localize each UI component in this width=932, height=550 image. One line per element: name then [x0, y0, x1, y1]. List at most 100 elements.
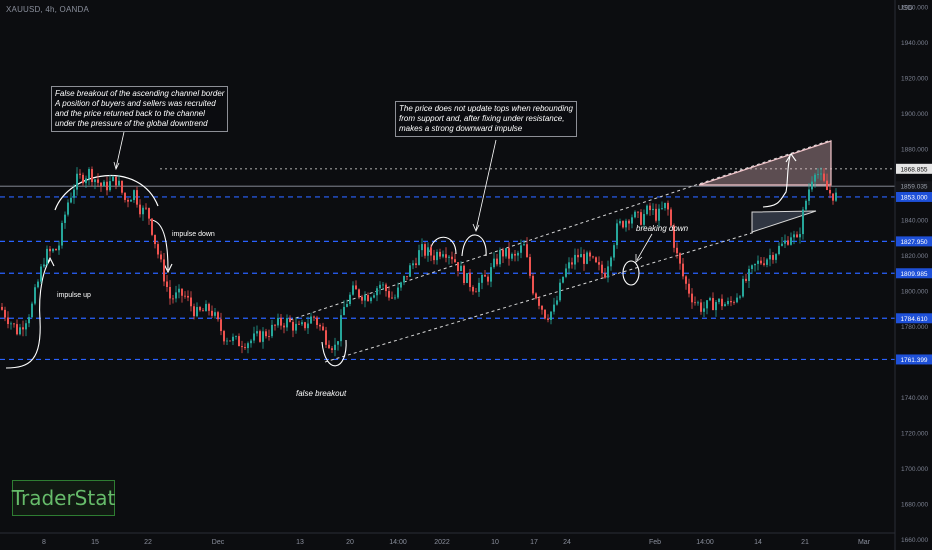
candle-body — [502, 249, 504, 257]
candle-body — [565, 268, 567, 277]
candle-body — [697, 302, 699, 304]
candle-body — [463, 265, 465, 283]
candle-body — [391, 297, 393, 299]
candle-body — [4, 309, 6, 318]
candle-body — [343, 306, 345, 316]
candle-body — [439, 251, 441, 257]
candle-body — [742, 278, 744, 297]
candle-body — [412, 263, 414, 266]
candle-body — [667, 202, 669, 210]
candle-body — [313, 316, 315, 318]
candle-body — [34, 287, 36, 304]
candle-body — [211, 310, 213, 316]
candle-body — [763, 263, 765, 265]
candle-body — [433, 255, 435, 261]
candle-body — [163, 259, 165, 282]
candle-body — [604, 273, 606, 278]
pointer-arrow-channel — [113, 161, 120, 171]
candle-body — [64, 214, 66, 223]
annotation-impulse-up: impulse up — [57, 292, 91, 299]
candle-body — [454, 259, 456, 263]
candle-body — [205, 303, 207, 312]
candle-body — [175, 292, 177, 299]
candle-body — [28, 317, 30, 324]
x-axis: 8 15 22 Dec 13 20 14:00 2022 10 17 24 Feb 14:00 14 21 M… — [0, 532, 895, 546]
y-tick-label: 1840.000 — [901, 218, 928, 225]
x-tick-label: Dec — [212, 539, 225, 546]
candle-body — [55, 248, 57, 251]
candle-body — [226, 340, 228, 342]
candle-body — [19, 327, 21, 335]
candle-body — [475, 291, 477, 293]
candle-body — [730, 300, 732, 303]
candle-body — [67, 202, 69, 215]
candle-body — [220, 319, 222, 332]
candle-body — [52, 248, 54, 252]
candle-body — [40, 266, 42, 282]
candle-body — [73, 189, 75, 198]
candle-body — [457, 262, 459, 272]
candle-body — [307, 323, 309, 329]
candle-body — [781, 243, 783, 246]
impulse-up-curve — [5, 259, 51, 369]
y-tick-label: 1960.000 — [901, 5, 928, 12]
candle-body — [544, 309, 546, 319]
price-tag-bg — [896, 268, 932, 279]
candle-body — [157, 244, 159, 255]
candle-body — [529, 257, 531, 276]
candle-body — [172, 298, 174, 300]
y-tick-label: 1700.000 — [901, 466, 928, 473]
candle-body — [637, 211, 639, 213]
breakdown-ellipse — [622, 260, 640, 286]
candle-body — [70, 197, 72, 203]
candle-body — [286, 318, 288, 328]
x-tick-label: 13 — [296, 539, 304, 546]
candle-body — [388, 291, 390, 298]
candle-body — [115, 176, 117, 186]
candle-body — [733, 302, 735, 304]
candle-body — [445, 254, 447, 258]
candle-body — [43, 264, 45, 267]
x-tick-label: 22 — [144, 539, 152, 546]
x-tick-label: 2022 — [434, 539, 450, 546]
candle-body — [616, 223, 618, 246]
x-tick-label: 10 — [491, 539, 499, 546]
currency-label: USD — [898, 5, 913, 12]
candle-body — [403, 275, 405, 283]
candle-body — [280, 317, 282, 326]
candle-body — [193, 306, 195, 317]
candle-body — [256, 331, 258, 334]
y-tick-label: 1680.000 — [901, 501, 928, 508]
candle-body — [649, 205, 651, 211]
y-tick-label: 1940.000 — [901, 40, 928, 47]
candle-body — [214, 312, 216, 316]
candle-body — [682, 263, 684, 277]
horizontal-levels — [0, 168, 895, 361]
candle-body — [451, 256, 453, 260]
candle-body — [748, 268, 750, 281]
candle-body — [586, 252, 588, 264]
candle-body — [298, 323, 300, 325]
candle-body — [595, 257, 597, 263]
candle-body — [718, 298, 720, 303]
candle-body — [607, 266, 609, 278]
candle-body — [424, 244, 426, 256]
candle-body — [484, 274, 486, 277]
candle-body — [331, 348, 333, 350]
candle-body — [787, 240, 789, 245]
candle-body — [58, 245, 60, 251]
candle-body — [187, 295, 189, 298]
x-tick-label: 17 — [530, 539, 538, 546]
candle-body — [628, 220, 630, 224]
candle-body — [751, 265, 753, 269]
candle-body — [832, 193, 834, 201]
candle-body — [37, 281, 39, 288]
candle-body — [418, 250, 420, 266]
candle-body — [577, 254, 579, 258]
target-triangle — [698, 140, 832, 186]
price-tags: 1868.855 1859.035 1853.000 1827.950 1809.985… — [896, 163, 932, 365]
candle-body — [109, 181, 111, 191]
symbol-label[interactable]: XAUUSD, 4h, OANDA — [6, 5, 89, 14]
candle-body — [517, 252, 519, 256]
